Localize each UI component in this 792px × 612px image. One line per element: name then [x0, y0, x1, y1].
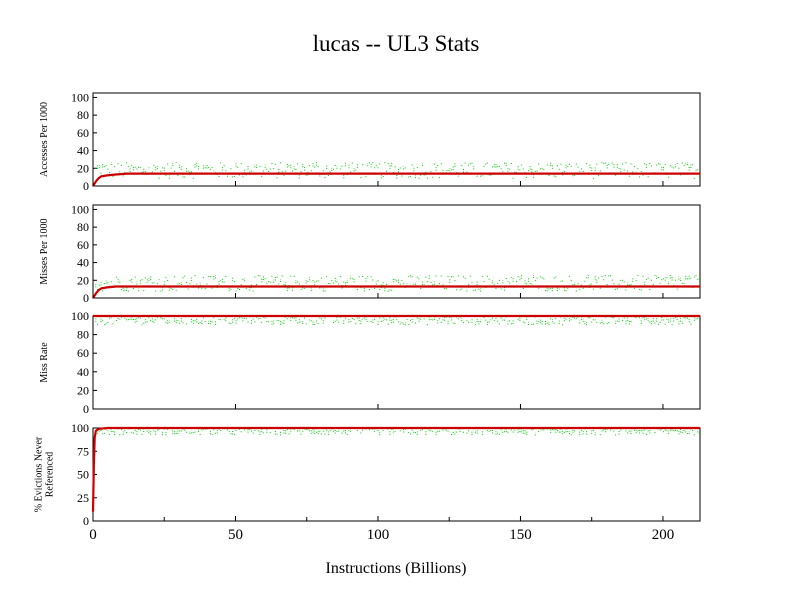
- x-tick-label: 0: [89, 527, 97, 543]
- y-tick-label: 80: [77, 220, 89, 234]
- panel-1-sample-series: [95, 162, 700, 179]
- panel-1-average-line: [92, 172, 700, 187]
- y-tick-label: 0: [83, 291, 89, 305]
- x-tick-label: 150: [509, 527, 532, 543]
- y-tick-label: 40: [77, 256, 89, 270]
- panel-2-sample-series: [95, 275, 700, 292]
- y-tick-label: 50: [77, 468, 89, 482]
- y-tick-label: 80: [77, 108, 89, 122]
- y-tick-label: 20: [77, 161, 89, 175]
- panel-4-frame: [92, 427, 701, 522]
- panel-4-average-line: [91, 426, 700, 512]
- panel-4-y-label: Referenced: [45, 452, 56, 498]
- y-tick-label: 40: [77, 144, 89, 158]
- y-tick-label: 60: [77, 126, 89, 140]
- y-tick-label: 100: [71, 309, 89, 323]
- x-tick-label: 200: [652, 527, 675, 543]
- panel-2-frame: [92, 204, 701, 299]
- x-tick-label: 100: [367, 527, 390, 543]
- panel-3-frame: [92, 315, 701, 410]
- y-tick-label: 100: [71, 202, 89, 216]
- y-tick-label: 0: [83, 514, 89, 528]
- x-axis-label: Instructions (Billions): [325, 560, 467, 577]
- panel-3-y-label: Miss Rate: [39, 342, 50, 383]
- x-tick-label: 50: [228, 527, 243, 543]
- chart-title: lucas -- UL3 Stats: [312, 31, 480, 56]
- y-tick-label: 100: [71, 421, 89, 435]
- panel-2-average-line: [92, 285, 700, 299]
- panel-1-y-label: Accesses Per 1000: [39, 102, 50, 177]
- y-tick-label: 80: [77, 328, 89, 342]
- panel-4-y-label: % Evictions Never: [34, 436, 45, 512]
- y-tick-label: 25: [77, 491, 89, 505]
- y-tick-label: 40: [77, 365, 89, 379]
- y-tick-label: 20: [77, 273, 89, 287]
- y-tick-label: 60: [77, 238, 89, 252]
- y-tick-label: 60: [77, 346, 89, 360]
- y-tick-label: 20: [77, 383, 89, 397]
- y-tick-label: 0: [83, 179, 89, 193]
- panel-1-frame: [92, 92, 701, 187]
- y-tick-label: 0: [83, 402, 89, 416]
- y-tick-label: 100: [71, 90, 89, 104]
- y-tick-label: 75: [77, 444, 89, 458]
- panel-2-y-label: Misses Per 1000: [39, 218, 50, 284]
